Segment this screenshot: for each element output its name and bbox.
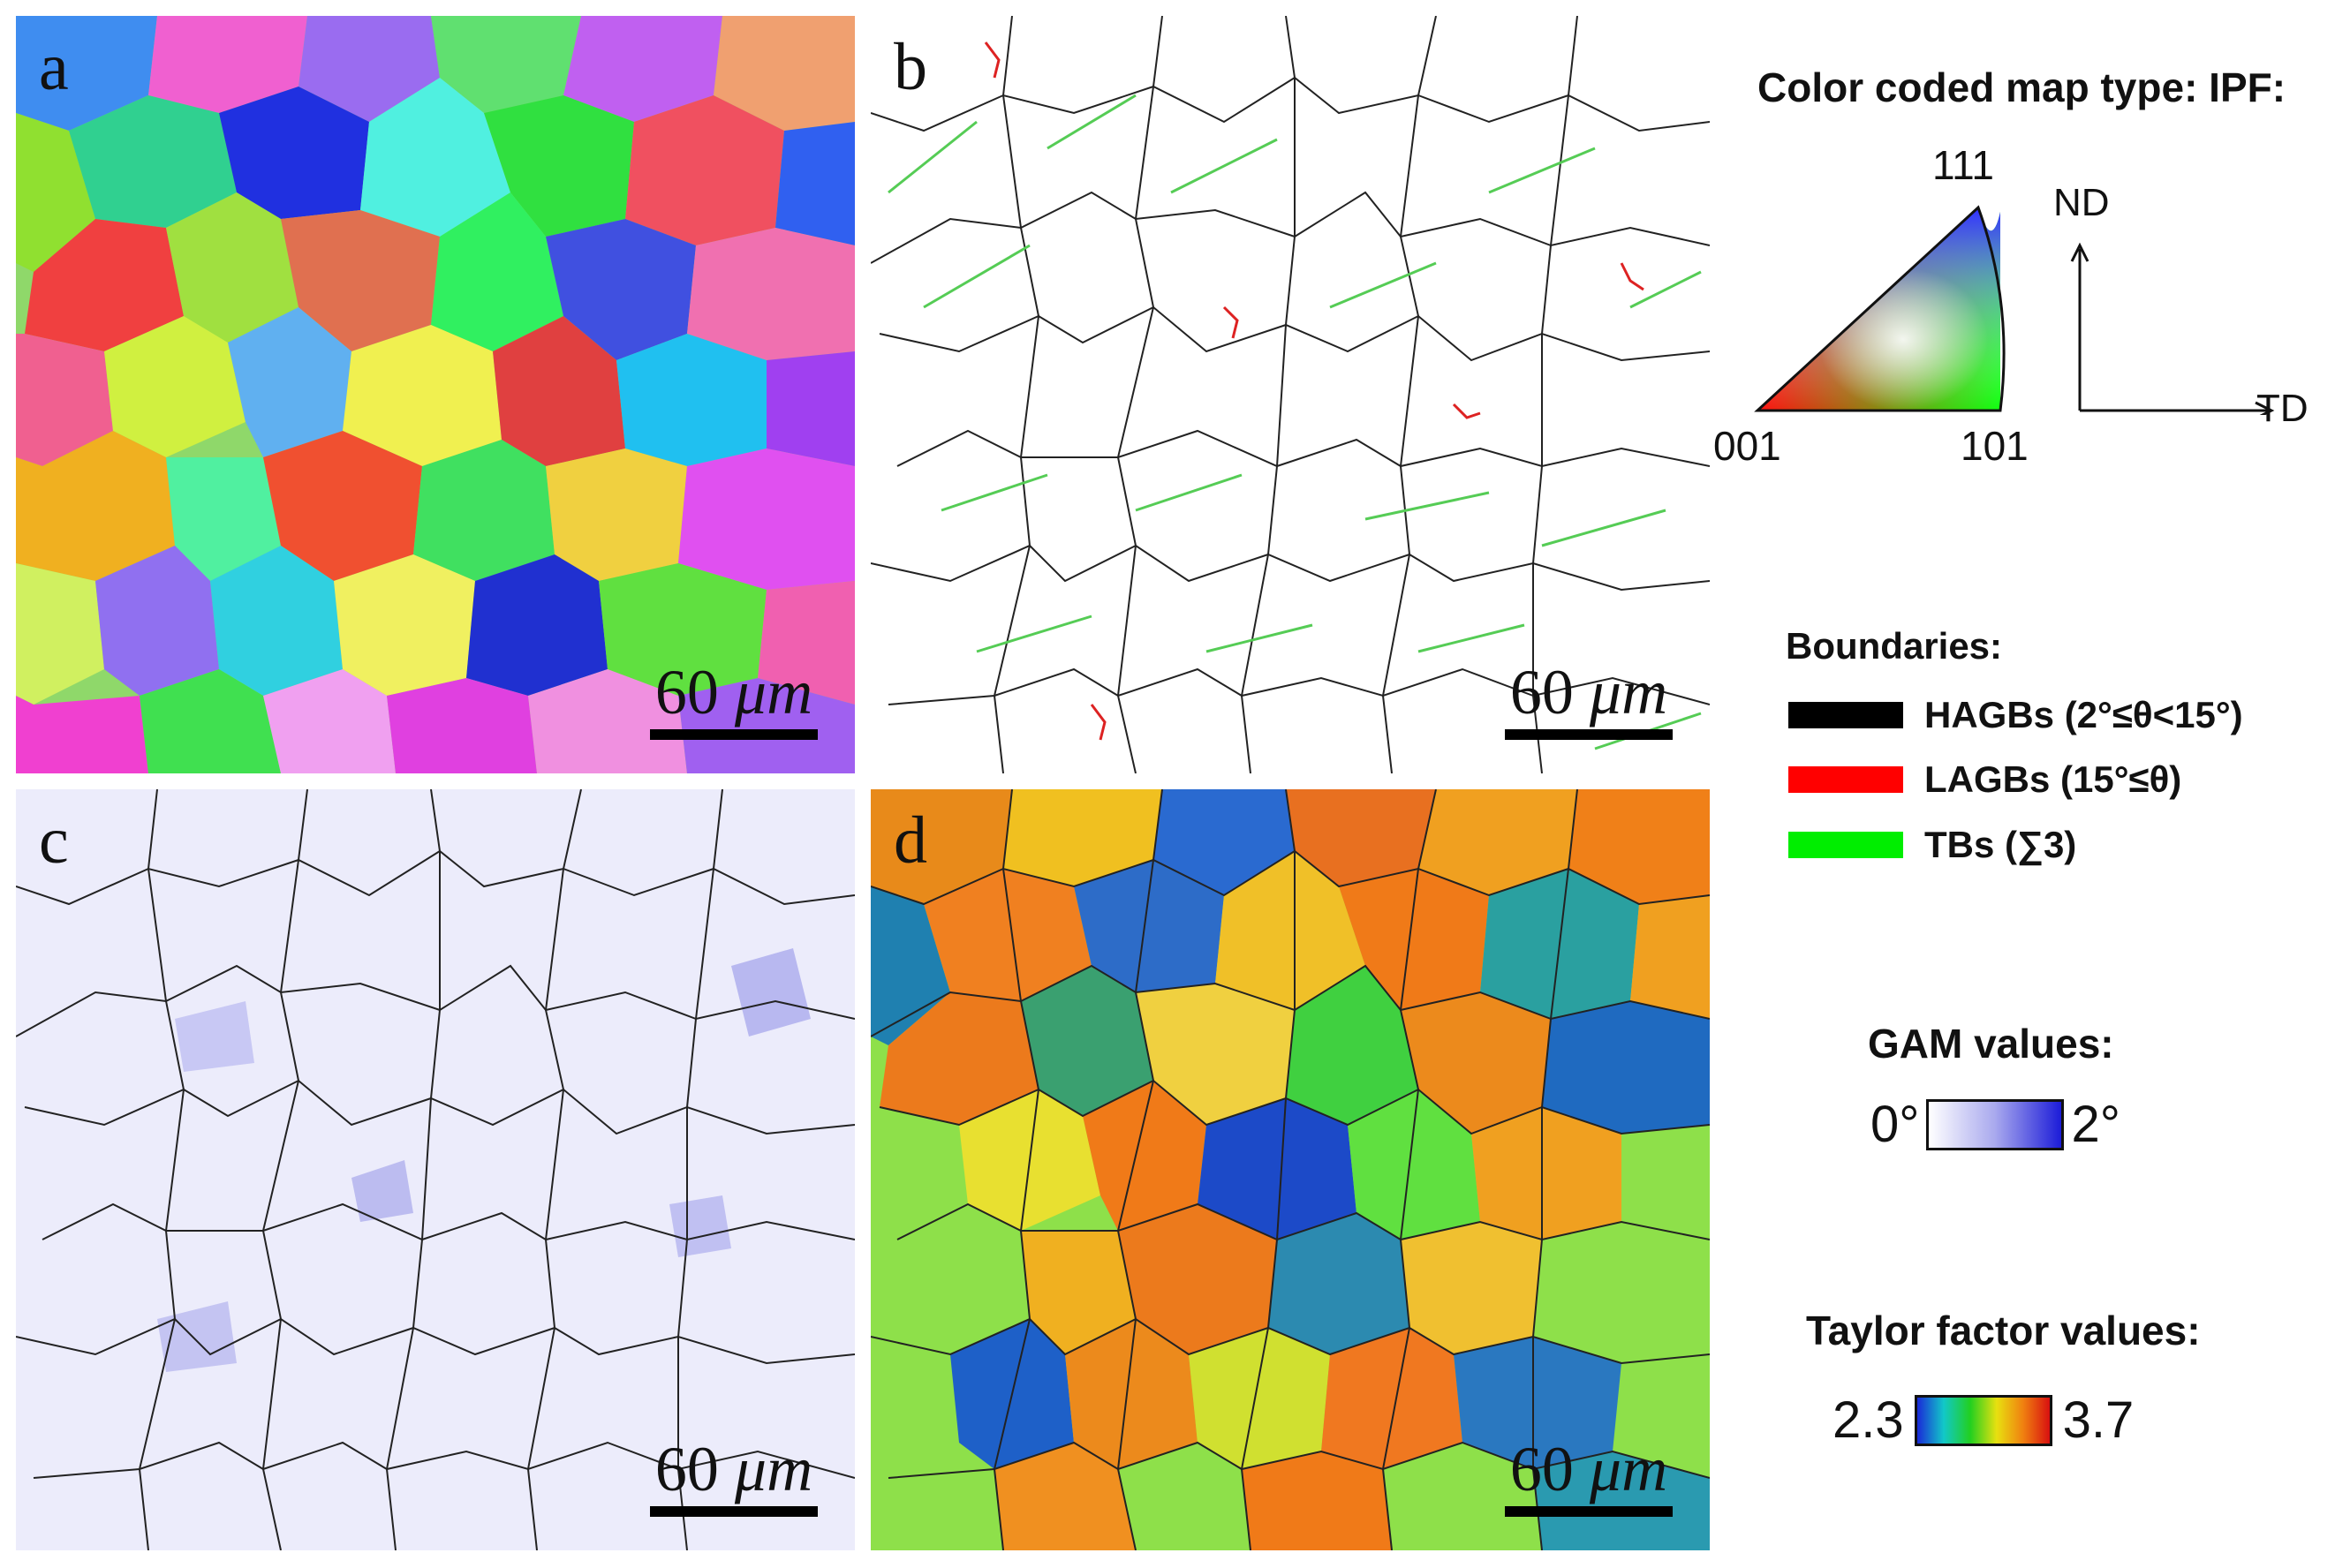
panel-d-taylor-map: d 60 μm: [871, 789, 1710, 1550]
ipf-corner-001: 001: [1713, 423, 1781, 469]
scale-bar-label: 60 μm: [1509, 1434, 1668, 1504]
scale-bar-line: [1505, 1506, 1673, 1517]
scale-bar-d: 60 μm: [1505, 1437, 1673, 1517]
gam-legend-title: GAM values:: [1868, 1021, 2114, 1067]
ipf-corner-101: 101: [1961, 423, 2029, 469]
ipf-corner-111: 111: [1932, 142, 1994, 188]
legend-item-lagbs: LAGBs (15°≤θ): [1788, 758, 2181, 802]
gam-map: [16, 789, 855, 1550]
hagbs-label: HAGBs (2°≤θ<15°): [1924, 694, 2243, 735]
panel-c-gam-map: c 60 μm: [16, 789, 855, 1550]
taylor-colorbar: 2.3 3.7: [1832, 1391, 2134, 1450]
scale-bar-label: 60 μm: [1509, 657, 1668, 727]
lagbs-swatch: [1788, 766, 1903, 793]
panel-label-a: a: [39, 30, 69, 104]
scale-bar-b: 60 μm: [1505, 660, 1673, 740]
taylor-max-label: 3.7: [2062, 1391, 2135, 1449]
legend-item-hagbs: HAGBs (2°≤θ<15°): [1788, 693, 2243, 737]
boundaries-legend-title: Boundaries:: [1786, 625, 2003, 667]
lagbs-label: LAGBs (15°≤θ): [1924, 758, 2182, 800]
tbs-swatch: [1788, 832, 1903, 858]
panel-b-boundary-map: b 60 μm: [871, 16, 1710, 773]
ipf-legend-title: Color coded map type: IPF:: [1757, 64, 2286, 110]
taylor-min-label: 2.3: [1832, 1391, 1904, 1449]
panel-a-ipf-map: a 60 μm: [16, 16, 855, 773]
scale-bar-line: [1505, 729, 1673, 740]
hagbs-swatch: [1788, 702, 1903, 728]
scale-bar-line: [650, 729, 818, 740]
scale-bar-c: 60 μm: [650, 1437, 818, 1517]
gam-min-label: 0°: [1870, 1096, 1920, 1153]
panel-label-c: c: [39, 803, 69, 878]
sample-axes-icon: [2070, 242, 2275, 415]
gam-colorbar: 0° 2°: [1870, 1095, 2120, 1154]
scale-bar-line: [650, 1506, 818, 1517]
grain-boundary-map: [871, 16, 1710, 773]
panel-label-b: b: [894, 30, 927, 104]
axis-label-td: TD: [2256, 387, 2309, 430]
gam-max-label: 2°: [2071, 1096, 2120, 1153]
legend-item-tbs: TBs (∑3): [1788, 823, 2076, 867]
taylor-legend-title: Taylor factor values:: [1806, 1308, 2201, 1353]
ipf-grain-map: [16, 16, 855, 773]
axis-label-nd: ND: [2053, 181, 2110, 224]
gam-gradient: [1926, 1098, 2065, 1150]
taylor-gradient: [1914, 1394, 2052, 1446]
scale-bar-label: 60 μm: [654, 657, 813, 727]
tbs-label: TBs (∑3): [1924, 824, 2077, 865]
ipf-triangle-icon: [1754, 205, 2006, 412]
taylor-factor-map: [871, 789, 1710, 1550]
scale-bar-label: 60 μm: [654, 1434, 813, 1504]
scale-bar-a: 60 μm: [650, 660, 818, 740]
panel-label-d: d: [894, 803, 927, 878]
